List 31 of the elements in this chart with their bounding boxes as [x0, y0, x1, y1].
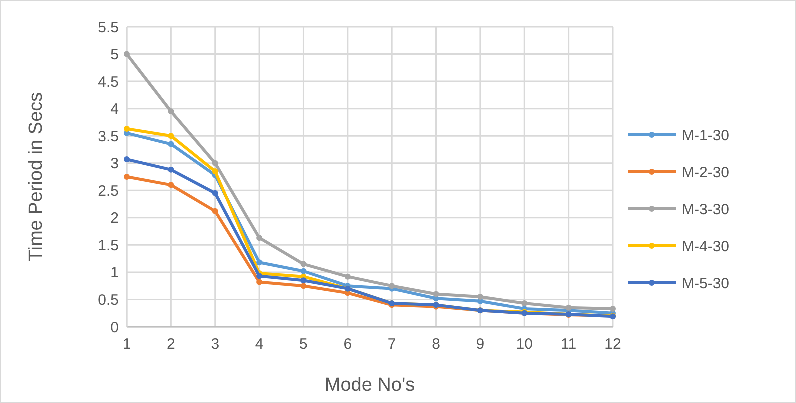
y-tick-label: 3: [110, 156, 119, 173]
y-tick-label: 4: [110, 101, 119, 118]
x-tick-label: 2: [167, 336, 176, 353]
y-tick-label: 3.5: [98, 128, 119, 146]
x-tick-label: 5: [300, 336, 308, 353]
legend-label: M-3-30: [682, 201, 730, 218]
legend-label: M-4-30: [682, 238, 730, 256]
legend-label: M-1-30: [682, 127, 730, 144]
y-tick-label: 1: [110, 264, 119, 282]
y-tick-label: 5.5: [98, 19, 119, 36]
x-tick-label: 12: [604, 336, 622, 353]
y-tick-label: 0.5: [98, 292, 119, 309]
y-tick-label: 2: [110, 210, 119, 228]
x-tick-label: 9: [476, 336, 485, 353]
y-tick-label: 2.5: [98, 182, 119, 200]
x-tick-label: 6: [344, 336, 352, 353]
x-tick-label: 7: [388, 336, 396, 353]
x-tick-label: 8: [432, 336, 440, 353]
legend-label: M-5-30: [682, 275, 730, 292]
x-tick-label: 11: [561, 336, 577, 353]
y-axis-title: Time Period in Secs: [26, 92, 47, 262]
x-tick-label: 4: [255, 336, 264, 353]
y-tick-label: 1.5: [98, 237, 119, 254]
x-tick-label: 1: [122, 336, 132, 353]
x-axis-title: Mode No's: [324, 375, 416, 396]
y-tick-label: 0: [110, 319, 119, 336]
x-tick-label: 10: [516, 336, 533, 353]
y-tick-label: 5: [110, 46, 119, 64]
legend-label: M-2-30: [682, 164, 730, 182]
y-tick-label: 4.5: [98, 74, 119, 91]
x-tick-label: 3: [211, 336, 220, 353]
